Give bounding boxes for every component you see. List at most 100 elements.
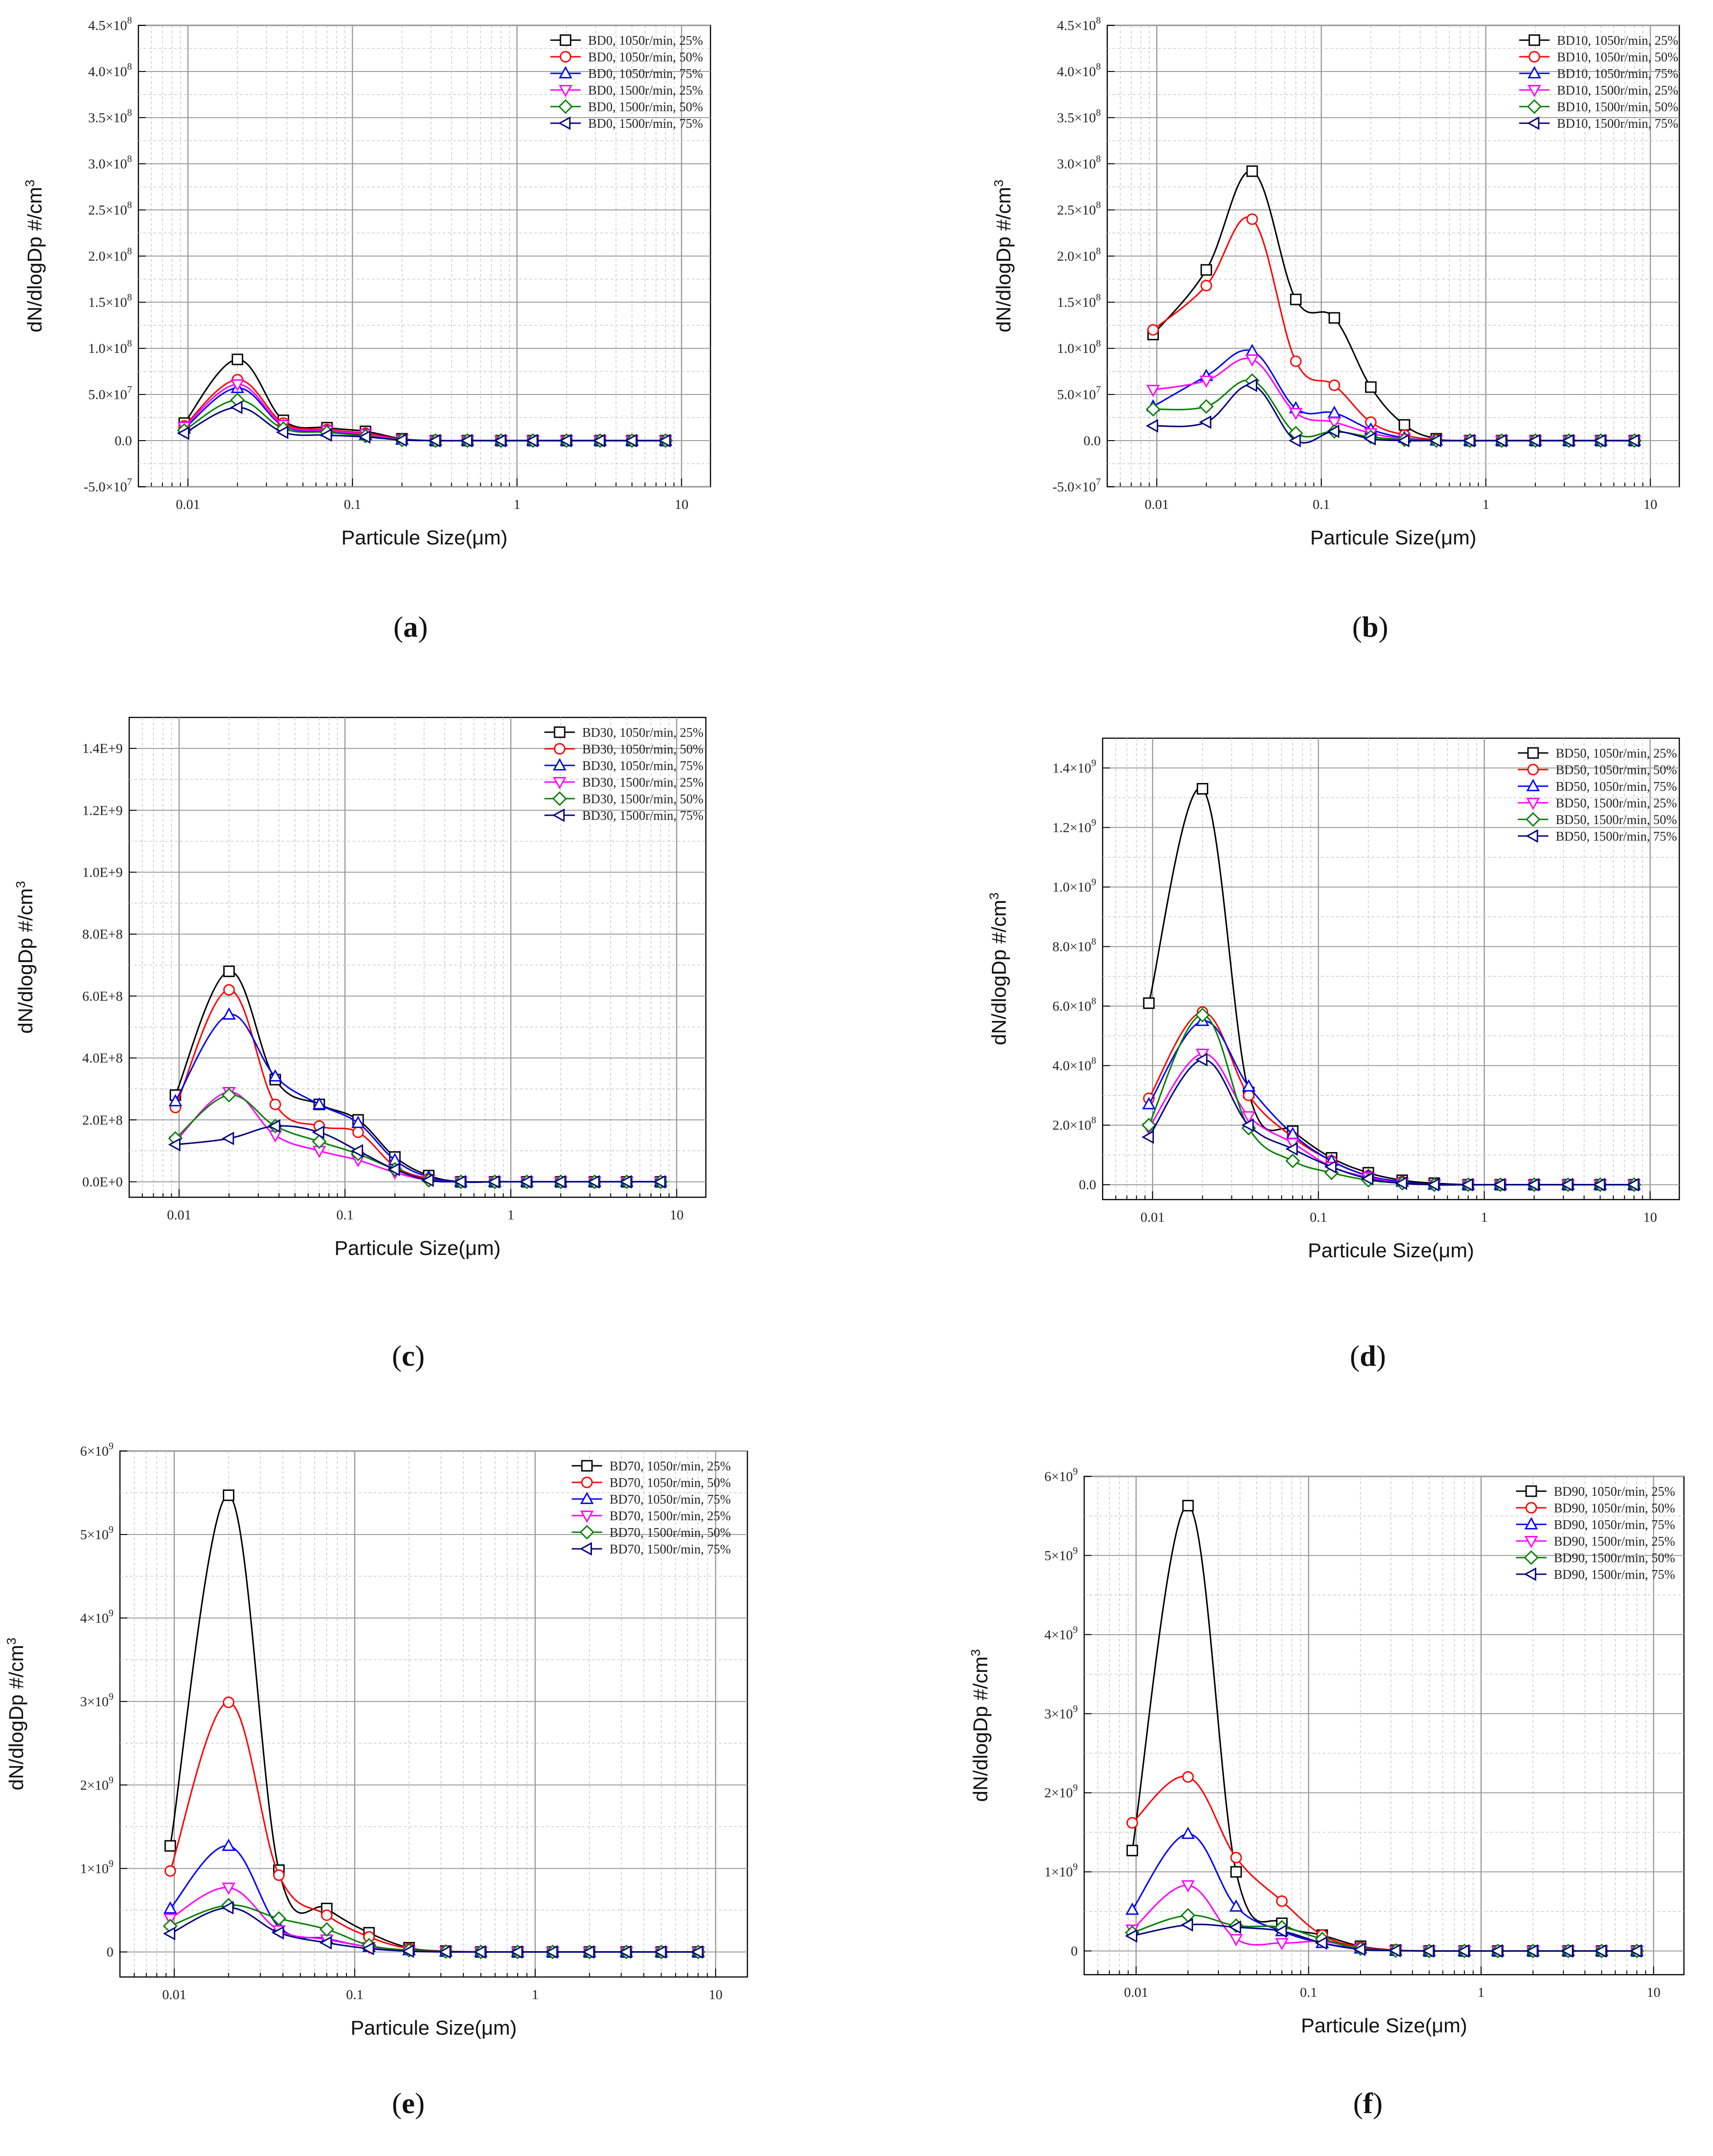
y-tick-label: 3×109 — [80, 1691, 113, 1709]
legend-marker — [1526, 829, 1538, 843]
data-point — [177, 426, 190, 440]
data-point — [221, 1839, 236, 1851]
y-tick-mantissa: 1.0×10 — [1052, 880, 1091, 895]
data-point — [1229, 1920, 1241, 1934]
x-tick-label: 0.01 — [1145, 497, 1169, 512]
data-point — [1353, 1942, 1366, 1956]
y-tick-label: 1.4E+9 — [82, 741, 123, 756]
data-point — [1141, 1117, 1157, 1133]
y-tick-label: 1×109 — [1045, 1861, 1078, 1880]
legend-marker — [579, 1525, 595, 1540]
y-tick-label: 1.5×108 — [88, 292, 132, 310]
data-point — [1493, 1178, 1505, 1192]
y-tick-mantissa: 1×10 — [80, 1861, 109, 1876]
legend-entry: BD90, 1050r/min, 50% — [1554, 1501, 1675, 1516]
data-point — [1245, 354, 1259, 367]
y-tick-label: 4×109 — [1045, 1624, 1078, 1642]
y-tick-label: 4×109 — [80, 1607, 113, 1626]
data-point — [1290, 293, 1302, 305]
data-point — [1146, 402, 1161, 417]
y-tick-mantissa: 1.5×10 — [1057, 295, 1096, 310]
legend-marker — [558, 99, 573, 114]
data-point — [510, 1945, 523, 1959]
panel-label-close: ) — [1373, 2087, 1383, 2120]
legend-entry: BD90, 1050r/min, 75% — [1554, 1518, 1675, 1532]
y-tick-label: 5×109 — [1045, 1545, 1078, 1563]
data-point — [421, 1173, 434, 1187]
y-tick-label: 1.0E+9 — [82, 865, 123, 880]
data-point — [269, 1099, 281, 1111]
y-tick-mantissa: 4×10 — [80, 1611, 109, 1626]
y-tick-mantissa: 5.0×10 — [88, 387, 127, 402]
data-point — [1315, 1936, 1327, 1950]
data-point — [525, 434, 538, 448]
legend-marker — [580, 1511, 594, 1523]
y-tick-exponent: 9 — [109, 1691, 114, 1702]
legend-entry: BD50, 1500r/min, 50% — [1556, 813, 1677, 827]
y-tick-label: 0.0 — [1084, 433, 1101, 448]
data-point — [1181, 1827, 1195, 1839]
data-point — [1561, 1178, 1573, 1192]
x-tick-label: 1 — [507, 1207, 514, 1223]
data-point — [1526, 1944, 1538, 1958]
legend: BD90, 1050r/min, 25% BD90, 1050r/min, 50%… — [1516, 1485, 1675, 1582]
legend: BD10, 1050r/min, 25% BD10, 1050r/min, 50%… — [1519, 34, 1678, 131]
data-point — [1462, 434, 1475, 448]
data-point — [428, 434, 441, 448]
data-point — [1199, 415, 1212, 429]
data-point — [1200, 264, 1212, 276]
legend-marker — [579, 1542, 592, 1556]
series-6 — [1146, 378, 1640, 448]
y-tick-label: 3×109 — [1045, 1703, 1078, 1721]
data-point — [1229, 1934, 1243, 1947]
y-axis-label: dN/dlogDp #/cm3 — [968, 1649, 992, 1802]
panel-label-open: ( — [392, 1339, 401, 1372]
y-tick-exponent: 8 — [1096, 292, 1101, 303]
panel-label: (b) — [1352, 610, 1388, 643]
data-point — [1627, 1178, 1639, 1192]
legend-marker — [1525, 1485, 1537, 1497]
y-tick-exponent: 8 — [1092, 996, 1097, 1007]
x-tick-label: 0.01 — [167, 1207, 191, 1223]
data-point — [269, 1069, 282, 1082]
y-tick-label: 1.2E+9 — [82, 803, 123, 818]
data-point — [394, 433, 407, 447]
y-tick-label: 8.0E+8 — [82, 927, 123, 942]
y-tick-mantissa: 4.5×10 — [88, 18, 127, 33]
y-tick-exponent: 8 — [1096, 245, 1101, 257]
data-point — [321, 1909, 333, 1921]
legend-entry: BD10, 1500r/min, 50% — [1557, 100, 1678, 114]
data-point — [1126, 1845, 1138, 1857]
y-axis-label-superscript: 3 — [991, 179, 1006, 187]
x-tick-label: 10 — [709, 1987, 722, 2002]
panel-label: (c) — [392, 1339, 424, 1372]
x-tick-label: 10 — [670, 1207, 684, 1223]
y-tick-exponent: 8 — [1092, 1055, 1097, 1066]
y-axis-label-superscript: 3 — [13, 881, 28, 888]
series-6 — [163, 1901, 704, 1959]
data-point — [1242, 1111, 1256, 1124]
data-point — [1327, 424, 1340, 438]
data-point — [1388, 1944, 1401, 1958]
legend-marker — [1524, 1550, 1539, 1565]
x-tick-label: 1 — [1478, 1985, 1485, 2000]
legend-entry: BD0, 1050r/min, 25% — [588, 34, 703, 48]
y-axis-label: dN/dlogDp #/cm3 — [4, 1637, 28, 1790]
y-tick-exponent: 9 — [1073, 1545, 1078, 1556]
y-tick-exponent: 8 — [127, 153, 132, 164]
data-point — [691, 1945, 704, 1959]
y-tick-label: 3.0×108 — [88, 153, 132, 172]
data-point — [494, 434, 506, 448]
data-point — [222, 1489, 234, 1501]
y-tick-exponent: 9 — [1073, 1466, 1078, 1477]
gridlines — [1103, 738, 1679, 1200]
data-point — [1594, 434, 1606, 448]
panel-label-letter: a — [403, 610, 418, 643]
plot-frame — [1083, 1475, 1685, 1976]
y-tick-label: 4.5×108 — [1057, 15, 1101, 33]
data-point — [654, 1945, 667, 1959]
data-point — [1285, 1142, 1298, 1156]
x-axis-label: Particule Size(μm) — [1310, 526, 1476, 549]
y-tick-label: 8.0×108 — [1052, 936, 1096, 955]
data-point — [1421, 1944, 1434, 1958]
